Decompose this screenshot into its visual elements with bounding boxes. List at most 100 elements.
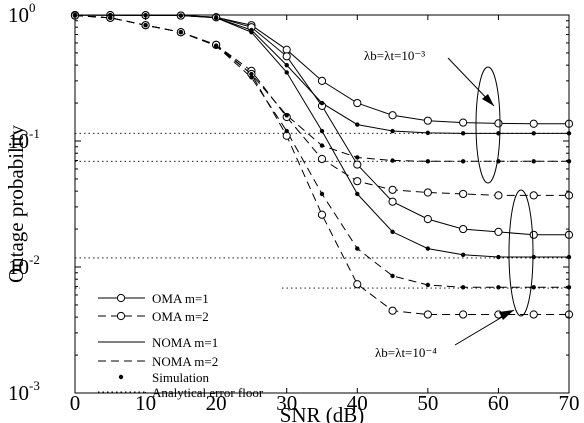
series-line-noma-m1-lambda-1e-3 — [75, 14, 569, 134]
oma-marker — [529, 310, 538, 319]
oma-marker — [494, 119, 503, 128]
simulation-point — [460, 131, 466, 136]
legend-label: NOMA m=2 — [152, 354, 218, 369]
ellipse-annotation-1e-4 — [508, 189, 534, 317]
simulation-point — [319, 191, 325, 197]
oma-marker — [423, 214, 432, 224]
simulation-point — [355, 155, 360, 160]
oma-marker — [494, 191, 503, 200]
legend-item-oma-m2: OMA m=2 — [98, 309, 209, 324]
simulation-point — [143, 22, 148, 28]
annotation-arrowhead-upper — [482, 94, 494, 106]
annotation-arrowhead-lower — [499, 310, 514, 320]
simulation-point — [284, 70, 289, 75]
simulation-point — [319, 128, 325, 134]
x-tick-label: 60 — [488, 391, 509, 415]
legend-label: OMA m=2 — [152, 309, 209, 324]
legend-item-noma-m1: NOMA m=1 — [98, 335, 218, 350]
oma-marker — [317, 210, 327, 219]
y-tick-label: 10-2 — [8, 252, 40, 279]
simulation-point — [531, 285, 536, 290]
simulation-point — [319, 143, 325, 148]
simulation-point — [531, 159, 536, 164]
simulation-point — [355, 191, 360, 197]
simulation-point — [496, 254, 501, 260]
x-tick-label: 40 — [347, 391, 368, 415]
series-markers — [70, 10, 574, 319]
simulation-point — [284, 113, 289, 118]
simulation-point — [390, 158, 395, 163]
simulation-point — [531, 131, 536, 136]
x-tick-label: 70 — [559, 391, 580, 415]
simulation-point — [284, 128, 289, 134]
x-tick-labels: 0 10 20 30 40 50 60 70 — [70, 391, 580, 415]
ellipse-annotation-1e-3 — [475, 66, 501, 184]
series-curves — [74, 14, 569, 315]
oma-marker — [529, 191, 538, 200]
simulation-point — [355, 246, 360, 251]
simulation-point — [390, 128, 395, 134]
simulation-point — [425, 246, 431, 251]
x-tick-label: 30 — [276, 391, 297, 415]
legend-item-simulation: Simulation — [118, 370, 210, 385]
simulation-point — [425, 159, 431, 164]
simulation-point — [496, 285, 501, 290]
simulation-point — [178, 30, 184, 35]
simulation-point — [249, 71, 254, 77]
annotation-label-1e-3: λb=λt=10⁻³ — [364, 48, 425, 63]
oma-marker — [353, 280, 362, 289]
series-line-oma-m2-lambda-1e-4 — [74, 15, 569, 315]
oma-marker — [388, 306, 397, 315]
oma-marker — [494, 227, 503, 236]
oma-marker — [529, 119, 538, 128]
oma-marker — [388, 111, 397, 120]
simulation-point — [460, 285, 466, 290]
simulation-point — [460, 252, 466, 257]
series-line-noma-m1-lambda-1e-4 — [75, 14, 569, 258]
oma-marker — [459, 189, 468, 199]
oma-marker — [282, 52, 291, 61]
plot-area-frame — [74, 14, 570, 394]
oma-marker — [388, 197, 397, 206]
oma-marker — [423, 116, 432, 125]
oma-marker — [459, 118, 468, 127]
y-axis-label: Outage probability — [4, 124, 28, 283]
annotation-group: λb=λt=10⁻³ λb=λt=10⁻⁴ — [364, 48, 534, 360]
y-tick-label: 100 — [8, 0, 36, 27]
legend-label: Analytical error floor — [152, 385, 264, 400]
oma-marker — [353, 98, 362, 108]
legend-box — [80, 286, 280, 392]
simulation-point — [249, 30, 254, 35]
oma-marker — [459, 310, 468, 319]
oma-marker — [459, 224, 468, 234]
series-line-noma-m2-lambda-1e-3 — [74, 15, 569, 162]
x-axis-label: SNR (dB) — [280, 403, 365, 423]
legend-item-noma-m2: NOMA m=2 — [98, 354, 218, 369]
legend-label: Simulation — [152, 370, 210, 385]
x-tick-label: 50 — [417, 391, 438, 415]
oma-marker — [353, 177, 362, 186]
oma-marker — [317, 76, 327, 85]
simulation-point — [213, 43, 219, 48]
simulation-point — [108, 15, 113, 21]
oma-marker — [388, 185, 397, 194]
y-tick-label: 10-1 — [8, 126, 40, 153]
y-tick-labels: 100 10-1 10-2 10-3 — [8, 0, 40, 405]
simulation-point — [390, 229, 395, 235]
simulation-point — [249, 75, 254, 80]
x-tick-label: 10 — [135, 391, 156, 415]
oma-marker — [529, 230, 538, 239]
simulation-point — [319, 100, 325, 106]
legend: OMA m=1 OMA m=2 NOMA m=1 NOMA m=2 Simula… — [80, 286, 280, 400]
simulation-point — [425, 130, 431, 136]
legend-item-oma-m1: OMA m=1 — [98, 291, 209, 306]
axes — [74, 14, 570, 394]
oma-marker — [423, 188, 432, 197]
simulation-point — [460, 159, 466, 164]
simulation-point — [390, 273, 395, 279]
simulation-point — [284, 62, 289, 68]
legend-label: OMA m=1 — [152, 291, 209, 306]
simulation-point — [178, 13, 184, 18]
oma-marker — [423, 310, 432, 319]
